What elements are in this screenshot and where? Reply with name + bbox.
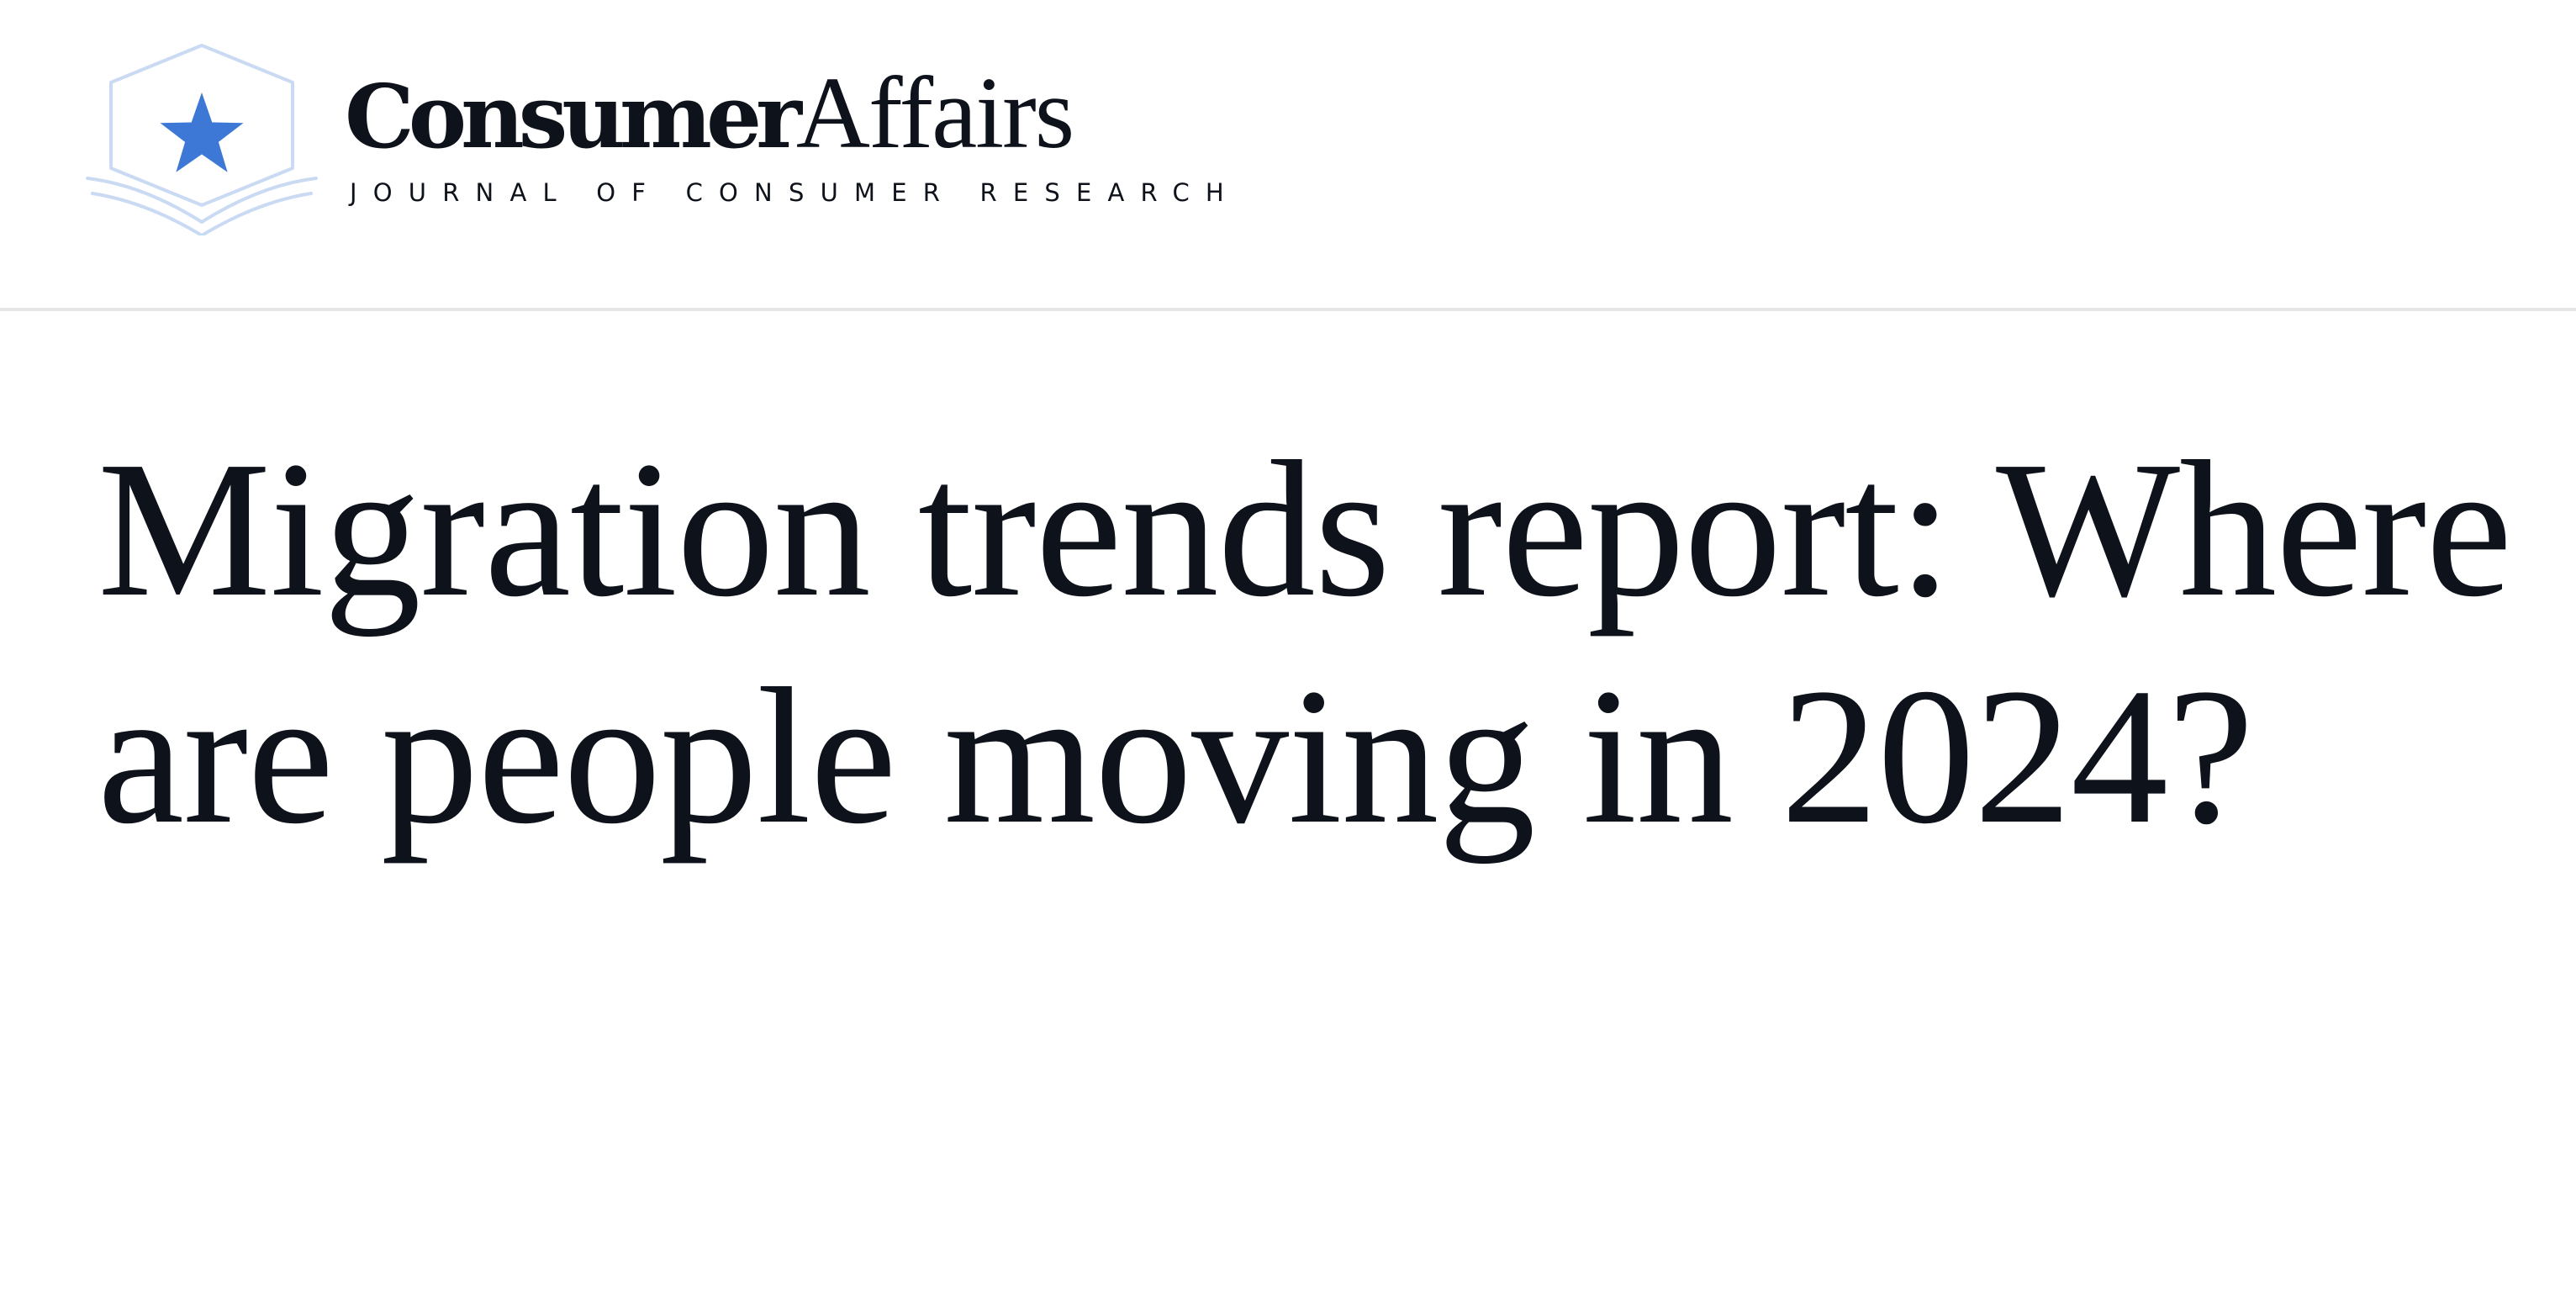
brand-tagline: JOURNAL OF CONSUMER RESEARCH <box>350 178 1240 207</box>
brand-name-light: Affairs <box>795 56 1074 170</box>
brand-name: ConsumerAffairs <box>345 62 1240 165</box>
logo-wordmark: ConsumerAffairs JOURNAL OF CONSUMER RESE… <box>345 62 1240 208</box>
brand-name-bold: Consumer <box>345 65 802 168</box>
site-header: ConsumerAffairs JOURNAL OF CONSUMER RESE… <box>0 0 2576 311</box>
star-book-icon <box>86 44 318 235</box>
site-logo[interactable]: ConsumerAffairs JOURNAL OF CONSUMER RESE… <box>84 42 1240 235</box>
article-headline: Migration trends report: Where are peopl… <box>98 421 2512 864</box>
